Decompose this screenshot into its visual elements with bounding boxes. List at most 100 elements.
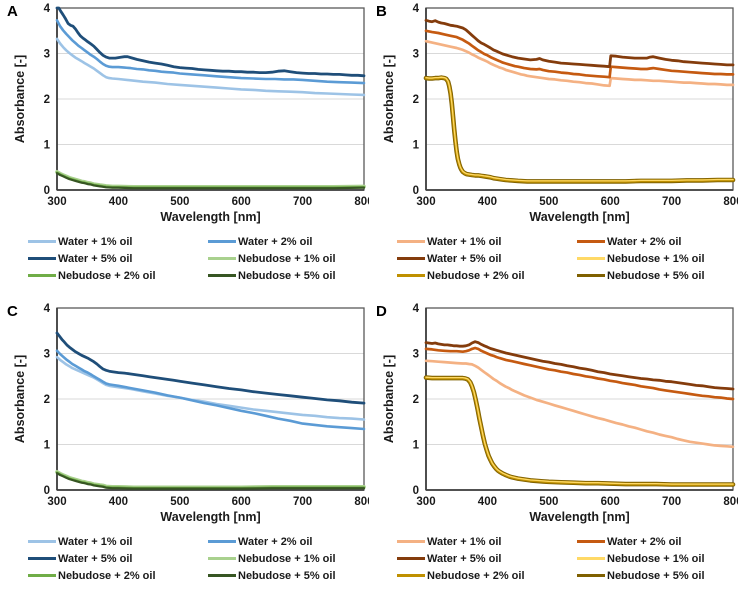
legend-swatch [208,557,236,560]
y-axis-label: Absorbance [-] [13,55,27,143]
legend-swatch [208,257,236,260]
legend-label: Nebudose + 5% oil [607,569,705,582]
y-tick-label: 4 [44,303,51,315]
series-line-nebudose-1-oil [55,170,366,189]
legend-item-nebudose-5-oil: Nebudose + 5% oil [577,567,739,584]
legend-swatch [577,540,605,543]
x-tick-label: 400 [109,196,128,208]
legend-item-water-2-oil: Water + 2% oil [208,233,369,250]
legend-swatch [28,257,56,260]
x-axis-label: Wavelength [nm] [160,210,260,224]
legend-item-nebudose-1-oil: Nebudose + 1% oil [577,250,739,267]
legend-item-nebudose-5-oil: Nebudose + 5% oil [208,267,369,284]
x-tick-label: 500 [170,196,189,208]
legend-item-water-1-oil: Water + 1% oil [28,533,208,550]
legend-swatch [577,557,605,560]
x-tick-label: 300 [416,196,435,208]
y-tick-label: 4 [44,3,51,15]
legend-item-water-2-oil: Water + 2% oil [577,233,739,250]
legend-label: Water + 1% oil [58,535,133,548]
legend-label: Water + 2% oil [238,235,313,248]
legend-swatch [397,557,425,560]
legend-label: Water + 2% oil [238,535,313,548]
legend-label: Nebudose + 5% oil [238,269,336,282]
series-line-nebudose-1-oil [425,76,734,182]
legend-swatch [208,574,236,577]
y-tick-label: 1 [413,440,420,452]
y-tick-label: 1 [44,140,51,152]
legend-item-nebudose-2-oil: Nebudose + 2% oil [397,267,577,284]
x-axis-label: Wavelength [nm] [160,510,260,524]
legend-swatch [577,574,605,577]
legend-item-nebudose-2-oil: Nebudose + 2% oil [397,567,577,584]
legend-swatch [208,240,236,243]
legend-item-water-5-oil: Water + 5% oil [397,250,577,267]
legend-a: Water + 1% oil Water + 2% oil Water + 5% o… [28,233,369,284]
x-tick-label: 800 [354,496,369,508]
legend-item-water-1-oil: Water + 1% oil [28,233,208,250]
legend-swatch [397,240,425,243]
legend-item-nebudose-1-oil: Nebudose + 1% oil [208,550,369,567]
legend-label: Water + 5% oil [58,552,133,565]
legend-item-water-1-oil: Water + 1% oil [397,533,577,550]
x-tick-label: 800 [354,196,369,208]
x-axis-label: Wavelength [nm] [529,210,629,224]
y-tick-label: 3 [413,349,419,361]
series-line-nebudose-1-oil [425,376,734,485]
legend-label: Nebudose + 1% oil [607,552,705,565]
y-tick-label: 3 [44,349,50,361]
y-tick-label: 0 [44,185,50,197]
x-tick-label: 600 [232,496,251,508]
legend-b: Water + 1% oil Water + 2% oil Water + 5% o… [397,233,739,284]
x-tick-label: 700 [293,496,312,508]
legend-swatch [397,574,425,577]
y-tick-label: 2 [413,394,419,406]
legend-label: Nebudose + 2% oil [427,569,525,582]
series-line-water-2-oil [55,349,366,431]
chart-a: 0 1 2 3 4 300 400 500 600 700 800 Wavelength [nm] Ab… [13,3,369,224]
x-tick-label: 600 [232,196,251,208]
panel-label-a: A [7,3,18,20]
x-tick-label: 500 [539,196,558,208]
legend-swatch [28,540,56,543]
chart-c: 0 1 2 3 4 300 400 500 600 700 800 Wavelength [nm] Ab… [13,303,369,524]
x-tick-label: 700 [293,196,312,208]
x-tick-label: 800 [723,496,738,508]
legend-label: Nebudose + 2% oil [58,569,156,582]
legend-label: Nebudose + 2% oil [58,269,156,282]
legend-item-nebudose-5-oil: Nebudose + 5% oil [208,567,369,584]
series-line-water-2-oil [424,346,735,401]
series-line-water-5-oil [55,6,366,78]
legend-swatch [28,240,56,243]
legend-swatch [577,240,605,243]
series-line-water-5-oil [424,340,735,391]
y-tick-label: 0 [44,485,50,497]
x-tick-label: 300 [416,496,435,508]
legend-swatch [28,274,56,277]
series-line-water-1-oil [55,37,366,97]
x-tick-label: 800 [723,196,738,208]
y-tick-label: 0 [413,185,419,197]
y-tick-label: 1 [44,440,51,452]
legend-item-water-2-oil: Water + 2% oil [577,533,739,550]
legend-d: Water + 1% oil Water + 2% oil Water + 5% o… [397,533,739,584]
panel-label-c: C [7,303,18,320]
series-line-water-1-oil [424,359,735,449]
series-line-water-2-oil [55,18,366,85]
x-tick-label: 300 [47,196,66,208]
legend-item-nebudose-1-oil: Nebudose + 1% oil [577,550,739,567]
x-tick-label: 500 [170,496,189,508]
legend-swatch [397,257,425,260]
y-tick-label: 2 [44,94,50,106]
legend-label: Nebudose + 1% oil [607,252,705,265]
legend-label: Water + 5% oil [427,252,502,265]
legend-label: Nebudose + 1% oil [238,552,336,565]
legend-swatch [397,540,425,543]
x-tick-label: 700 [662,496,681,508]
legend-item-water-5-oil: Water + 5% oil [28,550,208,567]
y-tick-label: 0 [413,485,419,497]
legend-label: Water + 1% oil [58,235,133,248]
chart-b: 0 1 2 3 4 300 400 500 600 700 800 Wavelength [nm] Ab… [382,3,738,224]
series-line-water-5-oil [55,331,366,405]
